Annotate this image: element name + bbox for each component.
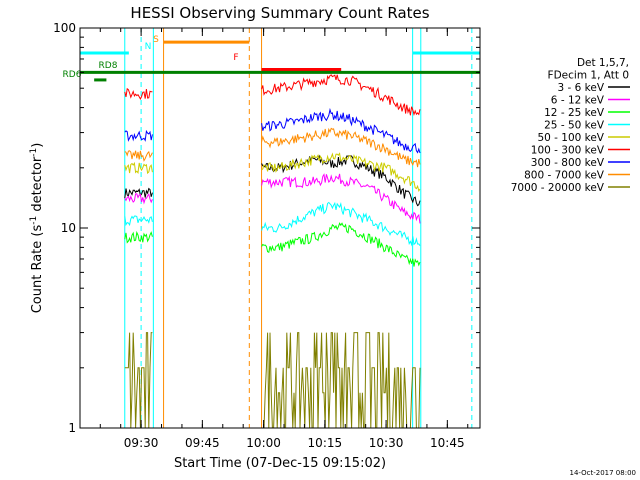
series-trace (261, 201, 421, 247)
legend-header-line: FDecim 1, Att 0 (548, 70, 629, 82)
series-trace (124, 187, 153, 199)
series-trace (124, 192, 153, 205)
y-tick-label: 10 (61, 221, 76, 235)
series-trace (124, 150, 153, 162)
series-7000-20000-kev (124, 332, 421, 429)
flag-label-rd6: RD6 (63, 70, 82, 80)
y-tick-label: 100 (53, 21, 76, 35)
flag-label-rd8: RD8 (99, 61, 118, 71)
series-trace (261, 222, 421, 267)
x-tick-label: 09:45 (185, 436, 220, 450)
series-trace (124, 230, 153, 244)
series-trace (124, 87, 153, 100)
series-trace (124, 161, 153, 175)
chart-title: HESSI Observing Summary Count Rates (130, 4, 429, 22)
legend-entry-label: 7000 - 20000 keV (511, 182, 605, 194)
y-axis-label: Count Rate (s-1 detector-1) (29, 143, 45, 314)
y-axis-label-end: ) (30, 143, 45, 148)
x-tick-label: 10:15 (308, 436, 343, 450)
flag-label-s: S (153, 35, 159, 45)
series-trace (261, 74, 421, 116)
axes-layer: 1 10 100 09:30 09:45 10:00 10:15 10:30 10:45 (53, 21, 480, 450)
x-tick-label: 10:00 (246, 436, 281, 450)
series-trace (261, 127, 421, 168)
legend-entry-label: 300 - 800 keV (531, 157, 605, 169)
x-tick-label: 10:45 (430, 436, 465, 450)
series-trace (124, 332, 153, 429)
series-trace (261, 332, 421, 429)
x-axis-label: Start Time (07-Dec-15 09:15:02) (174, 456, 386, 471)
legend-entry-label: 12 - 25 keV (544, 107, 605, 119)
legend-entry-label: 25 - 50 keV (544, 120, 605, 132)
series-300-800-kev (124, 107, 421, 154)
series-trace (124, 215, 153, 227)
series-800-7000-kev (124, 127, 421, 168)
series-trace (261, 152, 421, 193)
legend-entry-label: 6 - 12 keV (551, 95, 605, 107)
data-layer: NS F RD8 RD6 (63, 28, 480, 429)
flag-label-f: F (233, 53, 238, 63)
series-50-100-kev (124, 152, 421, 193)
series-trace (261, 173, 421, 224)
flag-label-n: N (145, 42, 152, 52)
timestamp: 14-Oct-2017 08:00 (570, 469, 636, 477)
series-100-300-kev (124, 74, 421, 116)
legend-entry-label: 50 - 100 keV (537, 132, 604, 144)
y-axis-label-mid: detector (30, 156, 45, 216)
series-25-50-kev (124, 201, 421, 247)
legend-entry-label: 3 - 6 keV (557, 82, 604, 94)
legend-header-line: Det 1,5,7, (577, 57, 629, 69)
y-tick-label: 1 (68, 421, 76, 435)
series-trace (124, 129, 153, 142)
series-trace (261, 107, 421, 154)
y-axis-label-main: Count Rate (s (30, 225, 45, 314)
series-6-12-kev (124, 173, 421, 224)
y-axis-label-sup1: -1 (29, 216, 39, 225)
legend-entry-label: 100 - 300 keV (531, 145, 605, 157)
series-12-25-kev (124, 222, 421, 267)
series-3-6-kev (124, 154, 421, 207)
x-tick-label: 10:30 (369, 436, 404, 450)
x-tick-label: 09:30 (124, 436, 159, 450)
y-axis-label-sup2: -1 (29, 148, 39, 157)
legend-entry-label: 800 - 7000 keV (524, 170, 605, 182)
